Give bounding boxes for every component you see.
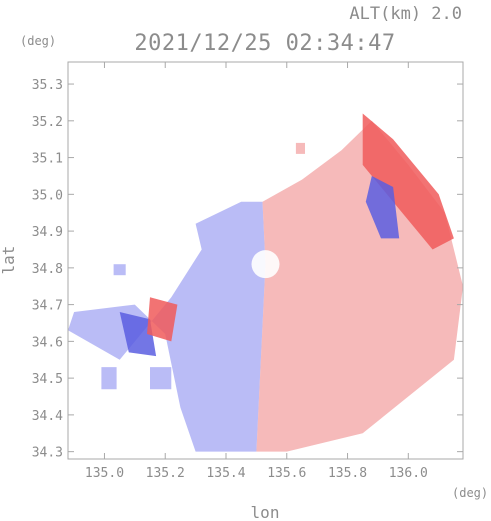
x-tick-label: 135.0 bbox=[85, 466, 124, 481]
x-axis-label: lon bbox=[251, 503, 280, 521]
x-tick-label: 135.4 bbox=[206, 466, 245, 481]
x-tick-label: 135.8 bbox=[328, 466, 367, 481]
y-tick-label: 34.8 bbox=[32, 262, 63, 277]
y-tick-label: 34.3 bbox=[32, 446, 63, 461]
x-tick-label: 135.6 bbox=[267, 466, 306, 481]
velocity-region-strong-negative-4 bbox=[365, 176, 400, 239]
y-tick-label: 34.7 bbox=[32, 299, 63, 314]
plot-frame bbox=[67, 61, 464, 460]
y-tick-label: 35.1 bbox=[32, 152, 63, 167]
axis-ticks: 135.0 135.2 135.4 135.6 135.8 136.0 34.3 34.4 34… bbox=[32, 62, 463, 481]
chart-title: 2021/12/25 02:34:47 bbox=[134, 31, 395, 56]
velocity-field bbox=[68, 113, 463, 452]
velocity-region-strong-positive-6 bbox=[147, 297, 178, 342]
velocity-region-negative-7 bbox=[101, 367, 117, 390]
velocity-region-strong-positive-3 bbox=[362, 113, 454, 250]
y-tick-label: 35.0 bbox=[32, 188, 63, 203]
velocity-region-negative-8 bbox=[150, 367, 172, 390]
altitude-label: ALT(km) 2.0 bbox=[349, 4, 462, 24]
velocity-region-positive-2 bbox=[256, 120, 463, 452]
radar-site-marker bbox=[251, 250, 280, 279]
y-tick-label: 34.4 bbox=[32, 409, 63, 424]
velocity-region-positive-10 bbox=[295, 142, 305, 154]
y-tick-label: 35.3 bbox=[32, 78, 63, 93]
y-tick-label: 34.6 bbox=[32, 335, 63, 350]
y-tick-label: 35.2 bbox=[32, 115, 63, 130]
x-tick-label: 136.0 bbox=[389, 466, 428, 481]
velocity-region-negative-9 bbox=[113, 264, 126, 276]
y-unit-label: (deg) bbox=[20, 34, 56, 48]
x-unit-label: (deg) bbox=[452, 486, 488, 500]
y-tick-label: 34.9 bbox=[32, 225, 63, 240]
y-tick-label: 34.5 bbox=[32, 372, 63, 387]
y-axis-label: lat bbox=[0, 246, 18, 275]
velocity-region-strong-negative-5 bbox=[119, 312, 157, 357]
x-tick-label: 135.2 bbox=[146, 466, 185, 481]
